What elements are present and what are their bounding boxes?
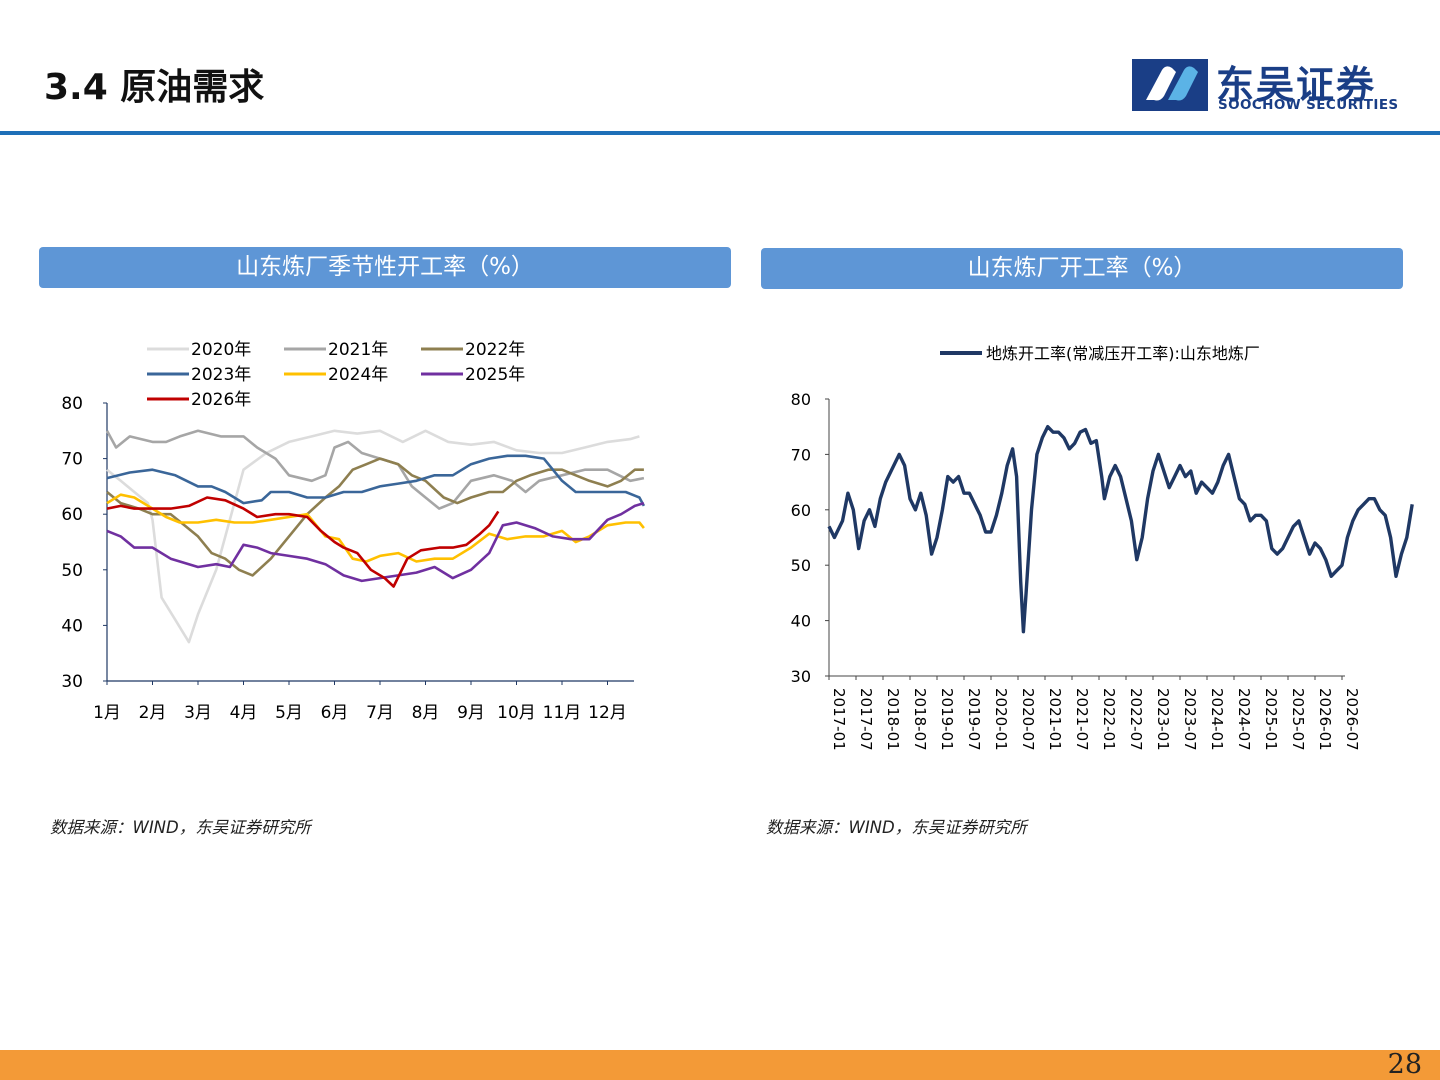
y-tick-label: 70 (61, 450, 83, 470)
y-tick-label: 40 (791, 612, 811, 631)
header-divider (0, 131, 1440, 135)
right-chart-banner: 山东炼厂开工率（%） (761, 248, 1403, 289)
x-tick-label: 12月 (588, 703, 627, 723)
x-tick-label: 10月 (497, 703, 536, 723)
x-tick-label: 9月 (457, 703, 485, 723)
x-tick-label: 2021-07 (1073, 688, 1091, 751)
y-tick-label: 60 (791, 501, 811, 520)
x-tick-label: 2020-07 (1019, 688, 1037, 751)
x-tick-label: 2019-07 (965, 688, 983, 751)
x-tick-label: 2022-01 (1100, 688, 1118, 751)
x-tick-label: 2022-07 (1127, 688, 1145, 751)
series-line (106, 457, 644, 577)
x-tick-label: 2020-01 (992, 688, 1010, 751)
y-tick-label: 50 (791, 556, 811, 575)
y-tick-label: 30 (61, 672, 83, 692)
legend-label: 地炼开工率(常减压开工率):山东地炼厂 (986, 344, 1260, 363)
footer-bar (0, 1050, 1440, 1080)
company-logo: 东吴证券 SOOCHOW SECURITIES (1132, 56, 1402, 116)
x-tick-label: 2017-07 (857, 688, 875, 751)
x-tick-label: 2024-07 (1235, 688, 1253, 751)
series-line (106, 454, 646, 507)
x-tick-label: 4月 (230, 703, 258, 723)
x-tick-label: 7月 (366, 703, 394, 723)
x-tick-label: 8月 (412, 703, 440, 723)
legend-label: 2023年 (191, 365, 251, 385)
y-tick-label: 30 (791, 667, 811, 686)
x-tick-label: 2023-01 (1154, 688, 1172, 751)
left-chart-banner: 山东炼厂季节性开工率（%） (39, 247, 731, 288)
soochow-logo-icon (1132, 59, 1208, 111)
x-tick-label: 6月 (321, 703, 349, 723)
series-line (105, 429, 645, 510)
seasonal-run-rate-chart: 30 40 50 60 70 80 1月 2月 3月 4月 5月 6月 7月 8月 9月 10月 11月 12月 2… (61, 340, 646, 723)
right-source-note: 数据来源：WIND，东吴证券研究所 (766, 818, 1027, 837)
y-tick-label: 80 (61, 394, 83, 414)
x-tick-label: 2018-01 (884, 688, 902, 751)
y-tick-label: 60 (61, 505, 83, 525)
y-tick-label: 80 (791, 390, 811, 409)
x-tick-label: 2018-07 (911, 688, 929, 751)
logo-chinese-name: 东吴证券 (1216, 63, 1377, 107)
x-tick-label: 2017-01 (830, 688, 848, 751)
y-tick-label: 40 (61, 616, 83, 636)
x-tick-label: 2025-01 (1262, 688, 1280, 751)
x-tick-label: 5月 (275, 703, 303, 723)
y-tick-label: 70 (791, 445, 811, 464)
series-line (827, 425, 1414, 634)
series-line (106, 496, 500, 588)
page-number: 28 (1387, 1049, 1422, 1080)
legend-label: 2025年 (465, 365, 525, 385)
series-line (106, 493, 645, 563)
y-tick-label: 50 (61, 561, 83, 581)
x-tick-label: 2025-07 (1289, 688, 1307, 751)
series-line (106, 429, 640, 644)
x-tick-label: 2019-01 (938, 688, 956, 751)
x-tick-label: 2月 (139, 703, 167, 723)
legend-label: 2024年 (328, 365, 388, 385)
run-rate-history-chart: 30 40 50 60 70 80 2017-01 2017-07 2018-01 2018-07… (791, 344, 1414, 751)
left-source-note: 数据来源：WIND，东吴证券研究所 (50, 818, 311, 837)
logo-english-name: SOOCHOW SECURITIES (1218, 97, 1399, 113)
page-title: 3.4 原油需求 (44, 67, 265, 108)
x-tick-label: 2026-07 (1343, 688, 1361, 751)
x-tick-label: 3月 (184, 703, 212, 723)
legend-label: 2021年 (328, 340, 388, 360)
x-tick-label: 2026-01 (1316, 688, 1334, 751)
legend-label: 2026年 (191, 390, 251, 410)
series-line (106, 501, 645, 583)
x-tick-label: 2023-07 (1181, 688, 1199, 751)
x-tick-label: 2024-01 (1208, 688, 1226, 751)
legend-label: 2022年 (465, 340, 525, 360)
x-tick-label: 11月 (543, 703, 582, 723)
x-tick-label: 1月 (93, 703, 121, 723)
legend-label: 2020年 (191, 340, 251, 360)
x-tick-label: 2021-01 (1046, 688, 1064, 751)
